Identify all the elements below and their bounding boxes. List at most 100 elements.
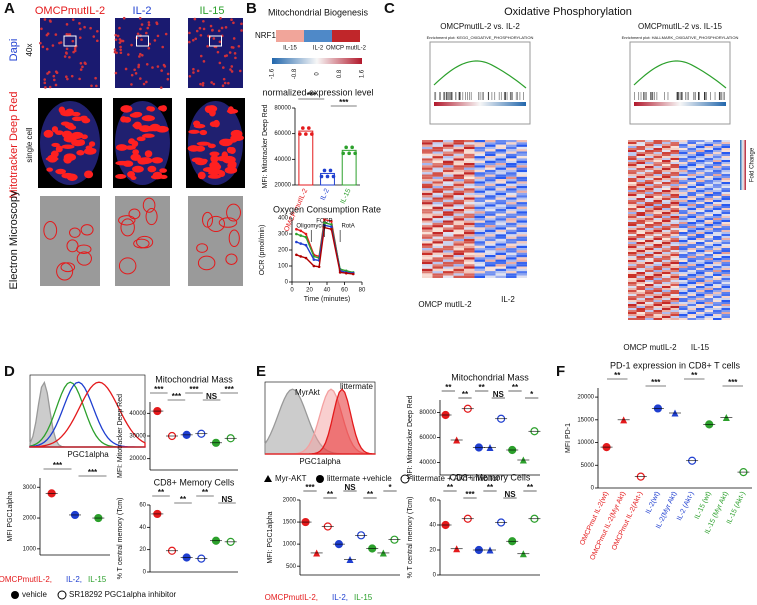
point [323,221,326,225]
heat-cell [645,304,654,306]
heat-cell [485,259,496,262]
heat-cell [721,170,730,172]
heat-cell [670,250,679,252]
cell [233,52,237,55]
heat-cell [687,246,696,248]
point [295,227,298,231]
heat-cell [636,208,645,210]
heat-cell [713,202,722,204]
heat-cell [687,204,696,206]
y-tick-label: 40 [139,525,146,531]
heat-cell [687,154,696,156]
heat-cell [679,164,688,166]
heat-cell [506,174,517,177]
heat-cell [453,209,464,212]
heat-cell [713,272,722,274]
heat-cell [636,262,645,264]
heat-cell [432,163,443,166]
heat-cell [662,190,671,192]
heat-cell [653,146,662,148]
cell [151,66,154,69]
heat-cell [432,218,443,221]
heat-cell [443,206,454,209]
heat-cell [628,188,637,190]
cell [119,45,122,49]
heat-cell [696,190,705,192]
em-mito [145,207,158,226]
heat-cell [464,151,475,154]
mitochondria [47,154,58,163]
heat-cell [474,169,485,173]
heat-cell [662,264,671,266]
significance: ** [202,488,209,497]
heat-cell [495,176,506,180]
heat-cell [696,194,705,196]
heat-cell [485,252,496,255]
x-tick-label: 40 [324,288,331,294]
heat-cell [516,236,527,239]
y-tick-label: 20 [139,547,146,553]
heat-cell [628,228,637,230]
heat-cell [628,200,637,202]
heat-cell [679,236,688,238]
heat-cell [495,213,506,216]
heat-cell [636,246,645,248]
line-series [296,226,354,275]
heat-cell [713,280,722,282]
heat-cell [653,236,662,238]
heat-cell [670,272,679,274]
cell [119,39,123,43]
heat-cell [713,226,722,228]
heat-cell [653,172,662,174]
heat-cell [704,292,713,294]
y-tick-label: 40000 [419,460,436,466]
heat-cell [422,229,433,232]
heat-cell [628,256,637,258]
heat-cell [495,167,506,170]
heat-cell [721,168,730,170]
cell [199,33,203,37]
heat-cell [474,261,485,265]
heat-cell [422,243,433,246]
heat-cell [679,246,688,248]
heat-cell [653,242,662,244]
heat-cell [662,314,671,316]
heat-cell [474,156,485,159]
heat-cell [645,232,654,234]
heat-cell [636,270,645,272]
heat-cell [679,308,688,310]
heat-cell [636,312,645,314]
heat-cell [636,252,645,254]
heat-cell [645,250,654,252]
heat-cell [645,148,654,150]
y-tick-label: 40000 [274,157,291,163]
heat-cell [670,188,679,190]
cell [216,50,220,54]
heat-cell [645,166,654,168]
heat-cell [636,272,645,274]
heat-cell [628,292,637,294]
heat-cell [516,273,527,276]
legend-marker [400,474,410,484]
heat-cell [485,250,496,253]
cell [160,69,163,72]
scale-tick-label: 0 [315,72,321,76]
heat-cell [687,190,696,192]
heat-cell [670,268,679,270]
heat-cell [636,308,645,310]
heat-cell [679,268,688,270]
heat-cell [670,260,679,262]
heat-cell [696,200,705,202]
em-mito [43,220,58,240]
heat-cell [662,242,671,244]
heat-cell [443,179,454,182]
heat-cell [713,164,722,166]
heat-cell [516,149,527,152]
heat-cell [662,218,671,220]
heat-cell [696,242,705,244]
heat-cell [464,153,475,157]
heat-cell [628,310,637,312]
heat-cell [516,204,527,207]
heat-cell [495,153,506,157]
heat-cell [662,164,671,166]
